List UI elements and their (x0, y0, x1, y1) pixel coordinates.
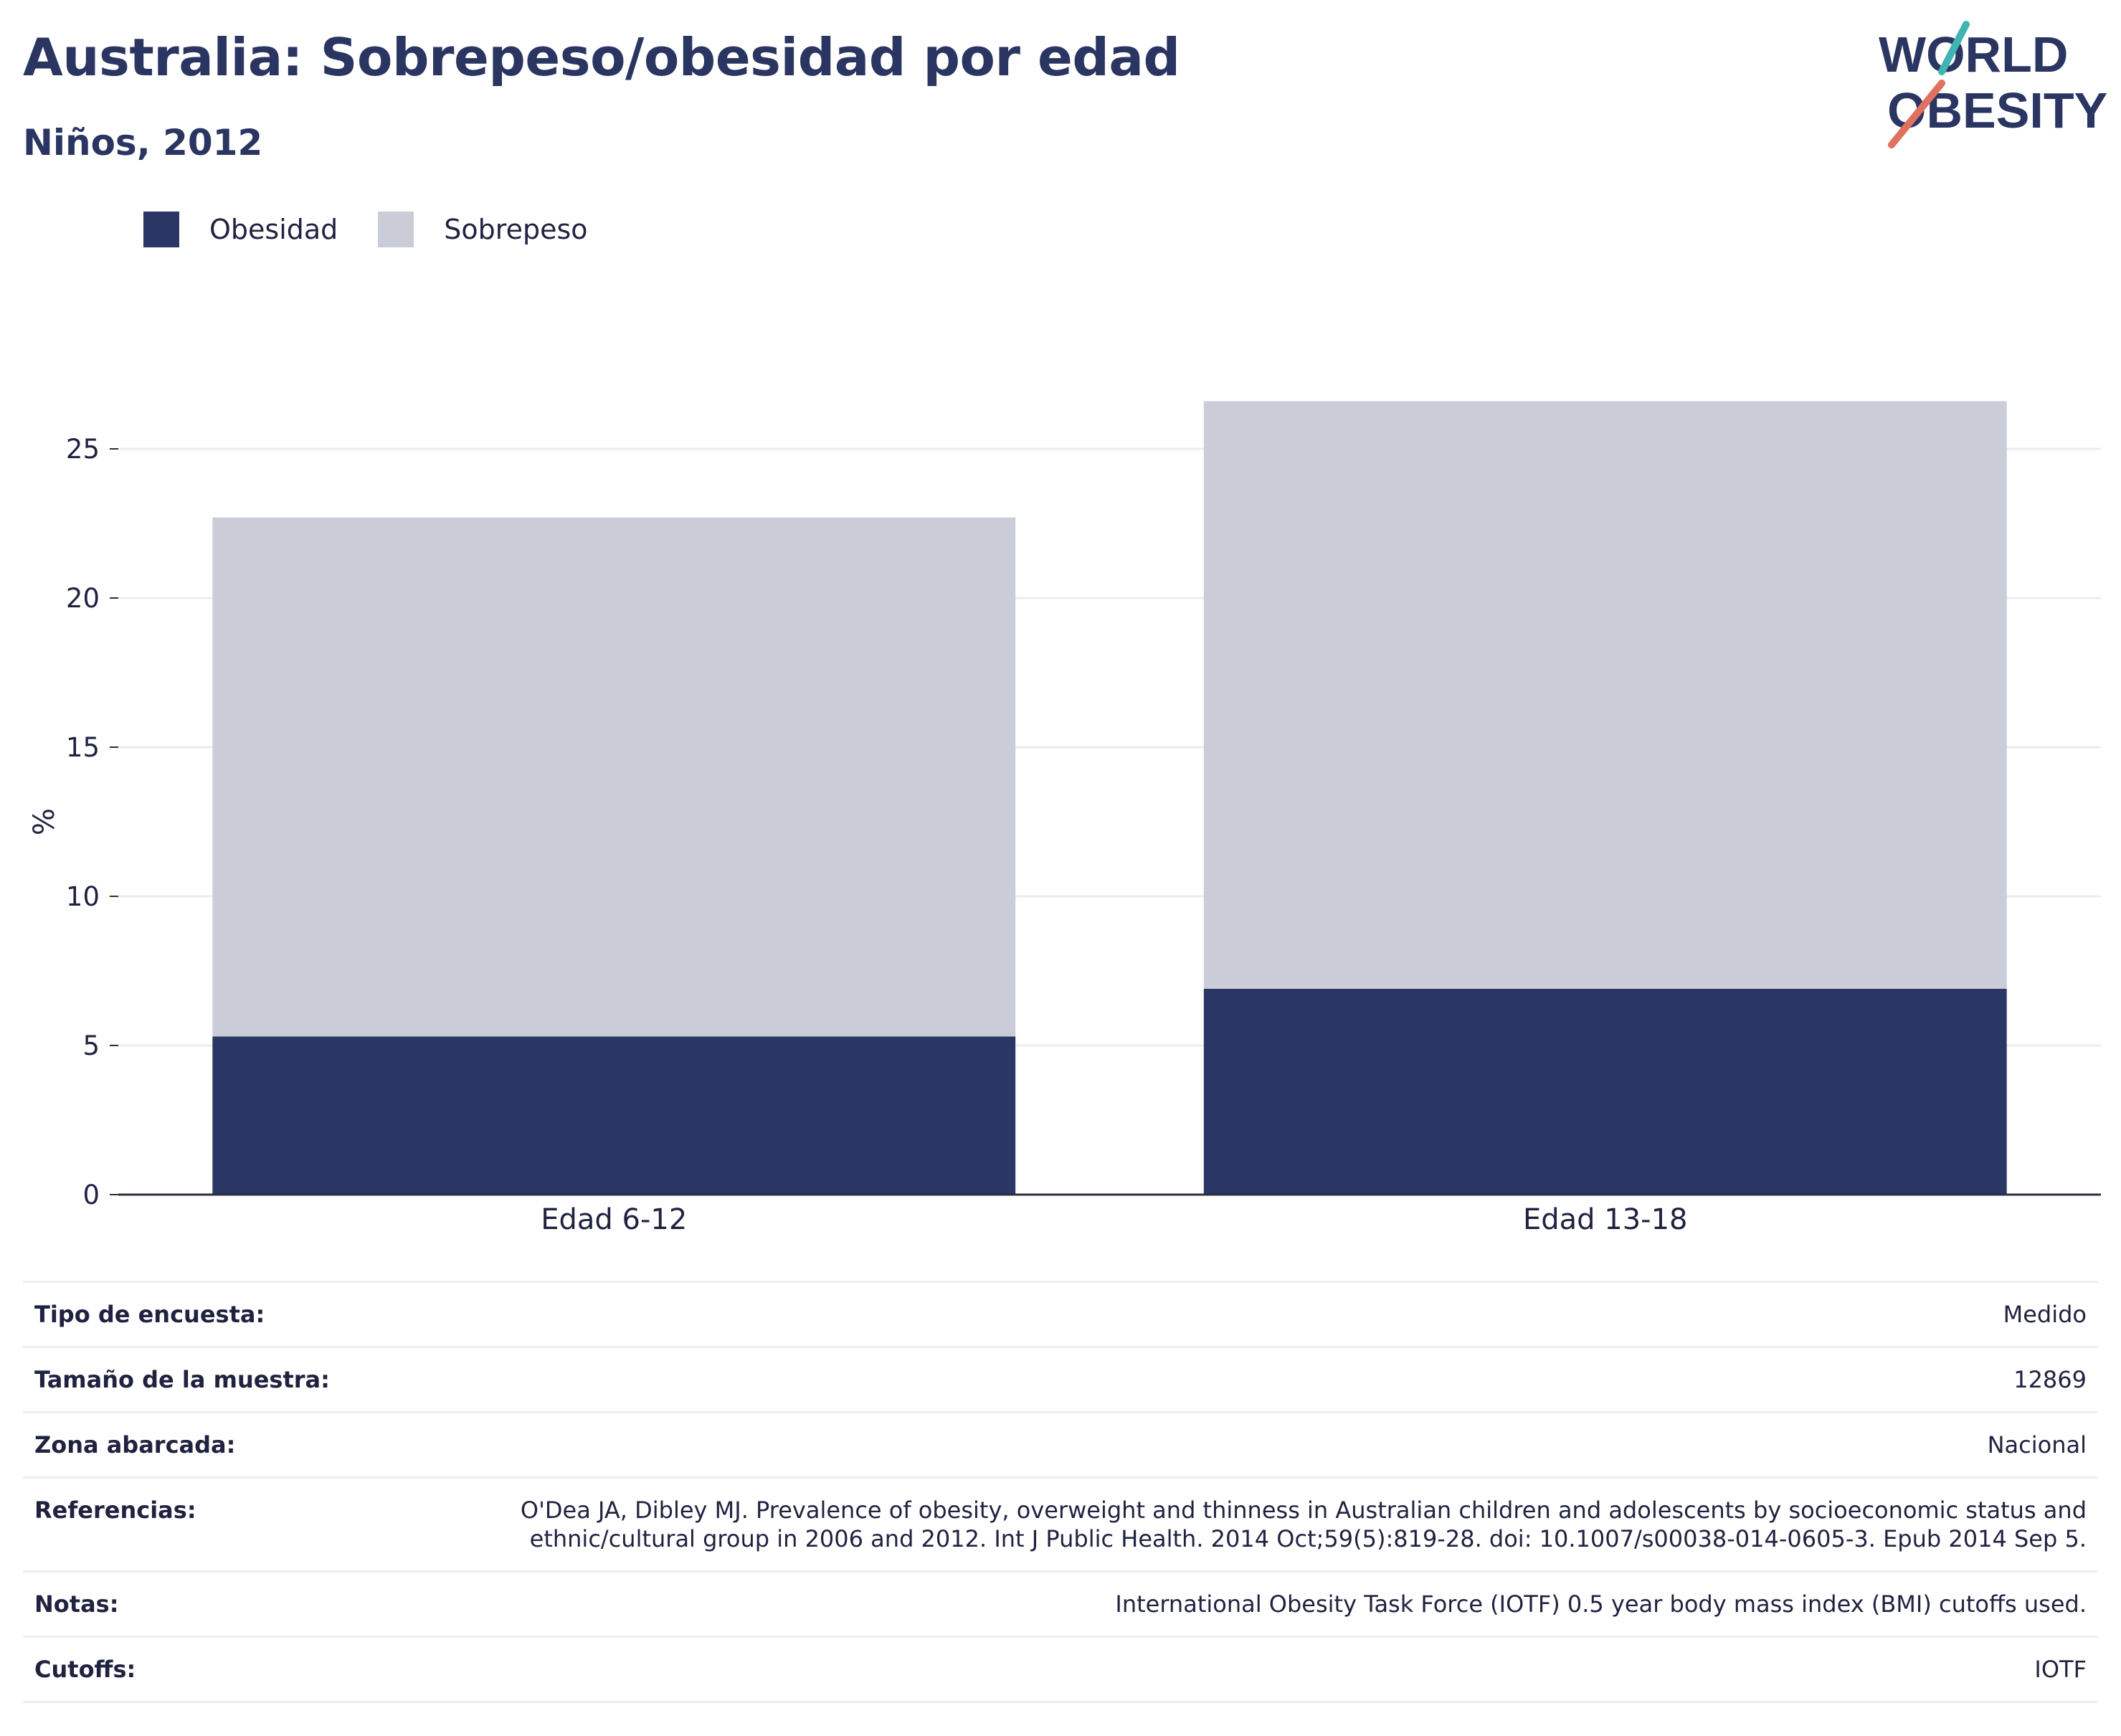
y-tick-label: 5 (82, 1030, 100, 1061)
info-row-notes: Notas: International Obesity Task Force … (23, 1570, 2098, 1637)
info-row-survey-type: Tipo de encuesta: Medido (23, 1281, 2098, 1347)
chart-subtitle: Niños, 2012 (23, 122, 263, 163)
info-row-references: Referencias: O'Dea JA, Dibley MJ. Preval… (23, 1476, 2098, 1572)
logo-teal-stroke (1938, 21, 1970, 75)
info-row-cutoffs: Cutoffs: IOTF (23, 1636, 2098, 1703)
world-obesity-logo: WORLD OBESITY (1879, 21, 2107, 148)
y-tick-label: 0 (82, 1180, 100, 1210)
survey-info-table: Tipo de encuesta: Medido Tamaño de la mu… (23, 1281, 2098, 1703)
info-row-coverage: Zona abarcada: Nacional (23, 1411, 2098, 1478)
info-value: International Obesity Task Force (IOTF) … (447, 1570, 2098, 1637)
y-tick-label: 10 (66, 881, 100, 912)
x-category-label: Edad 6-12 (541, 1203, 687, 1236)
chart-title: Australia: Sobrepeso/obesidad por edad (23, 27, 1180, 87)
legend-swatch-sobrepeso (378, 212, 414, 247)
info-label: Notas: (23, 1570, 447, 1637)
bar-chart: 0 5 10 15 20 25% Edad 6-12 Edad 13-18 (28, 401, 2101, 1236)
y-tick-label: 20 (66, 583, 100, 614)
info-label: Tipo de encuesta: (23, 1281, 447, 1347)
info-value: Nacional (447, 1411, 2098, 1478)
info-label: Cutoffs: (23, 1636, 447, 1703)
bar-sobrepeso-1 (212, 517, 1016, 1037)
chart-legend: Obesidad Sobrepeso (143, 212, 628, 247)
legend-item-obesidad[interactable]: Obesidad (143, 212, 338, 247)
logo-coral-stroke (1888, 80, 1945, 148)
bar-obesidad-2 (1203, 988, 2007, 1195)
bar-obesidad-1 (212, 1036, 1016, 1195)
legend-swatch-obesidad (143, 212, 179, 247)
bar-sobrepeso-2 (1203, 401, 2007, 989)
legend-label-obesidad: Obesidad (209, 214, 338, 245)
logo-text-world: WORLD (1879, 27, 2068, 82)
legend-label-sobrepeso: Sobrepeso (444, 214, 588, 245)
info-row-sample-size: Tamaño de la muestra: 12869 (23, 1346, 2098, 1413)
y-axis-label: % (28, 808, 61, 835)
info-label: Tamaño de la muestra: (23, 1346, 447, 1413)
legend-item-sobrepeso[interactable]: Sobrepeso (378, 212, 588, 247)
info-value: 12869 (447, 1346, 2098, 1413)
info-label: Referencias: (23, 1476, 447, 1572)
y-tick-label: 15 (66, 732, 100, 763)
info-label: Zona abarcada: (23, 1411, 447, 1478)
y-tick-label: 25 (66, 434, 100, 465)
info-value: IOTF (447, 1636, 2098, 1703)
x-category-label: Edad 13-18 (1523, 1203, 1688, 1236)
info-value: Medido (447, 1281, 2098, 1347)
info-value: O'Dea JA, Dibley MJ. Prevalence of obesi… (447, 1476, 2098, 1572)
